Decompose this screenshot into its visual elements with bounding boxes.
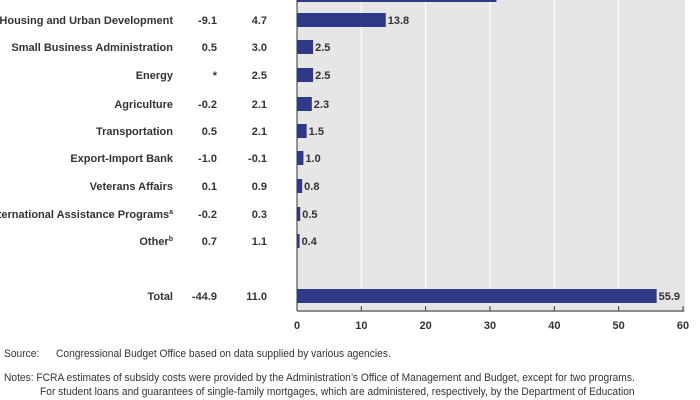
col2-value: 1.1: [252, 236, 267, 248]
bar: [297, 40, 314, 54]
bar: [297, 234, 300, 248]
data-label: 2.5: [315, 70, 330, 82]
x-tick-label: 20: [420, 320, 432, 332]
col1-value: -44.9: [192, 291, 217, 303]
data-label: 1.0: [305, 153, 320, 165]
footnote-marker: b: [169, 236, 173, 243]
x-tick-label: 60: [677, 320, 689, 332]
bar: [297, 151, 304, 165]
col1-value: 0.7: [202, 236, 217, 248]
bar: [297, 13, 386, 27]
col1-value: -0.2: [198, 99, 217, 111]
row-label: Veterans Affairs: [90, 181, 173, 193]
data-label: 1.5: [309, 126, 324, 138]
col2-value: 2.1: [252, 126, 267, 138]
row-label: Agriculture: [114, 99, 173, 111]
col1-value: 0.5: [202, 126, 217, 138]
row-label: Transportation: [96, 126, 173, 138]
notes-text-1: FCRA estimates of subsidy costs were pro…: [36, 372, 635, 384]
data-label: 13.8: [388, 15, 409, 27]
source-label: Source:: [4, 348, 40, 360]
col1-value: *: [213, 70, 218, 82]
bar: [297, 97, 312, 111]
row-label: Housing and Urban Development: [0, 15, 173, 27]
x-tick-label: 10: [355, 320, 367, 332]
plot-background: [297, 0, 685, 312]
x-tick-label: 50: [613, 320, 625, 332]
data-label: 0.8: [304, 181, 319, 193]
col2-value: 2.5: [252, 70, 267, 82]
bar: [297, 68, 314, 82]
col1-value: -9.1: [198, 15, 217, 27]
source-note: Source: Congressional Budget Office based…: [4, 348, 391, 360]
col1-value: 0.1: [202, 181, 217, 193]
bar-chart: 0 10 20 30 40 50 60 Housing and Urban Developme…: [0, 0, 689, 332]
data-label: 0.5: [302, 209, 317, 221]
bar-total: [297, 289, 657, 303]
col2-value: 3.0: [252, 42, 267, 54]
col2-value: 0.3: [252, 209, 267, 221]
x-tick-label: 30: [484, 320, 496, 332]
col1-value: -0.2: [198, 209, 217, 221]
data-label: 0.4: [302, 236, 318, 248]
data-label: 55.9: [659, 291, 680, 303]
total-label: Total: [148, 291, 173, 303]
bar: [297, 207, 301, 221]
notes-line-1: Notes: FCRA estimates of subsidy costs w…: [4, 372, 635, 384]
col2-value: -0.1: [248, 153, 267, 165]
notes-label: Notes:: [4, 372, 34, 384]
data-label: 2.3: [314, 99, 329, 111]
x-tick-label: 0: [294, 320, 300, 332]
col1-value: -1.0: [198, 153, 217, 165]
notes-line-2: For student loans and guarantees of sing…: [40, 386, 635, 398]
footnote-marker: a: [169, 209, 173, 216]
row-label: Export-Import Bank: [70, 153, 174, 165]
col1-value: 0.5: [202, 42, 217, 54]
row-label: Otherb: [139, 236, 173, 248]
bar: [297, 124, 307, 138]
row-label: Small Business Administration: [11, 42, 173, 54]
x-tick-label: 40: [548, 320, 560, 332]
row-label: International Assistance Programsa: [0, 209, 173, 221]
source-text: Congressional Budget Office based on dat…: [56, 348, 391, 360]
bar: [297, 179, 303, 193]
bar-partial: [297, 0, 497, 2]
col2-value: 4.7: [252, 15, 267, 27]
data-label: 2.5: [315, 42, 330, 54]
col2-value: 2.1: [252, 99, 267, 111]
col2-value: 0.9: [252, 181, 267, 193]
col2-value: 11.0: [246, 291, 267, 303]
row-label: Energy: [136, 70, 174, 82]
